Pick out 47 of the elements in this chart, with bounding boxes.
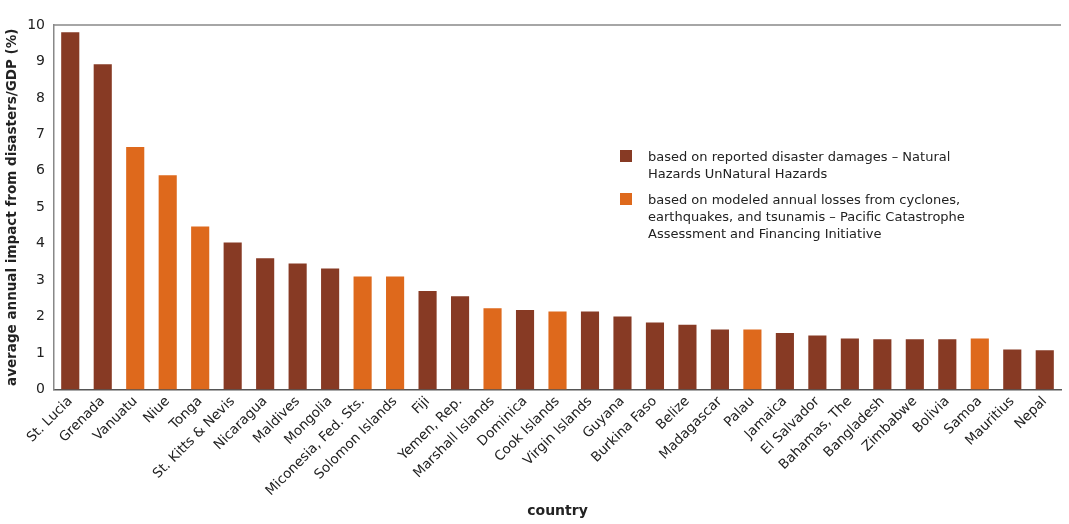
bar bbox=[775, 333, 794, 390]
y-axis-title: average annual impact from disasters/GDP (%) bbox=[2, 28, 19, 386]
bar bbox=[678, 324, 697, 390]
y-tick-label: 10 bbox=[27, 15, 46, 32]
x-tick-label: Fiji bbox=[408, 392, 433, 417]
bar bbox=[353, 276, 372, 390]
bar bbox=[808, 335, 827, 390]
y-tick-label: 5 bbox=[36, 197, 46, 214]
bar bbox=[158, 175, 177, 390]
y-tick-label: 6 bbox=[36, 161, 46, 178]
bar bbox=[613, 316, 632, 390]
bar bbox=[256, 258, 275, 390]
bar bbox=[483, 308, 502, 390]
bar bbox=[450, 296, 470, 390]
bar bbox=[580, 311, 600, 390]
y-tick-label: 8 bbox=[36, 88, 46, 105]
y-tick-label: 4 bbox=[36, 234, 46, 251]
legend-label: based on modeled annual losses from cyclones, earthquakes, and tsunamis – Pacific Catastrophe Assessment and Financing Initiative bbox=[648, 191, 966, 242]
bar bbox=[873, 339, 892, 390]
bar bbox=[905, 339, 924, 390]
bar bbox=[1003, 349, 1022, 390]
bar bbox=[710, 329, 729, 390]
bar bbox=[515, 310, 535, 390]
bar bbox=[321, 268, 340, 390]
y-tick-label: 7 bbox=[36, 125, 46, 141]
bar bbox=[223, 242, 242, 390]
bar bbox=[743, 329, 762, 390]
y-tick-label: 2 bbox=[36, 307, 46, 324]
bar bbox=[61, 32, 80, 390]
bar bbox=[840, 338, 859, 390]
bar bbox=[970, 338, 989, 390]
y-tick-label: 0 bbox=[36, 380, 46, 397]
bar bbox=[288, 263, 307, 390]
bar bbox=[1035, 350, 1054, 390]
x-axis-title: country bbox=[527, 502, 588, 519]
bar bbox=[386, 276, 405, 390]
legend-label: based on reported disaster damages – Natural Hazards UnNatural Hazards bbox=[648, 148, 952, 182]
bar bbox=[548, 311, 567, 390]
bar bbox=[938, 339, 957, 390]
bar bbox=[126, 147, 145, 390]
y-tick-label: 3 bbox=[36, 270, 46, 287]
y-tick-label: 9 bbox=[36, 52, 46, 69]
bar bbox=[418, 291, 437, 390]
bar bbox=[645, 322, 665, 390]
bar bbox=[191, 226, 210, 390]
bar bbox=[93, 64, 112, 390]
y-tick-label: 1 bbox=[36, 343, 46, 360]
